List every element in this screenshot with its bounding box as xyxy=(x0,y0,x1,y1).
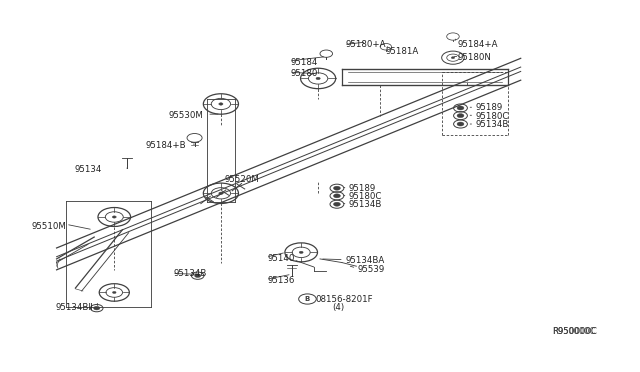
Text: B: B xyxy=(305,296,310,302)
Circle shape xyxy=(333,202,340,206)
Text: 08156-8201F: 08156-8201F xyxy=(315,295,372,304)
Text: 95180N: 95180N xyxy=(458,53,492,62)
Circle shape xyxy=(457,106,464,110)
Circle shape xyxy=(316,77,320,80)
Text: 95184: 95184 xyxy=(291,58,318,67)
Text: 95134B: 95134B xyxy=(349,200,382,209)
Circle shape xyxy=(451,57,454,59)
Circle shape xyxy=(113,216,116,218)
Text: 95134BA: 95134BA xyxy=(345,256,385,265)
Text: 95510M: 95510M xyxy=(31,222,67,231)
Circle shape xyxy=(333,186,340,190)
Circle shape xyxy=(93,306,100,310)
Text: 95134BⅡ: 95134BⅡ xyxy=(55,302,93,311)
Text: 95134: 95134 xyxy=(74,165,102,174)
Text: 95181A: 95181A xyxy=(386,47,419,56)
Circle shape xyxy=(333,194,340,198)
Circle shape xyxy=(300,251,303,253)
Text: 95180: 95180 xyxy=(291,69,318,78)
Text: 95184+B: 95184+B xyxy=(146,141,186,150)
Text: 95134B: 95134B xyxy=(173,269,207,278)
Text: 95180C: 95180C xyxy=(349,192,382,201)
Text: 95189: 95189 xyxy=(476,103,503,112)
Circle shape xyxy=(219,192,223,195)
Text: 95530M: 95530M xyxy=(168,111,203,120)
Text: 95520M: 95520M xyxy=(225,175,260,184)
Text: 95189: 95189 xyxy=(349,184,376,193)
Text: 95180C: 95180C xyxy=(476,112,509,121)
Text: 95140: 95140 xyxy=(268,254,294,263)
Circle shape xyxy=(195,274,201,278)
Circle shape xyxy=(113,291,116,294)
Circle shape xyxy=(457,113,464,118)
Text: 95134B: 95134B xyxy=(476,120,509,129)
Text: 95539: 95539 xyxy=(358,264,385,274)
Text: R950000C: R950000C xyxy=(552,327,597,336)
Text: (4): (4) xyxy=(333,303,345,312)
Circle shape xyxy=(457,122,464,126)
Text: 95136: 95136 xyxy=(268,276,294,285)
Text: R950000C: R950000C xyxy=(552,327,595,336)
Text: 95180+A: 95180+A xyxy=(345,40,385,49)
Circle shape xyxy=(219,103,223,105)
Text: 95184+A: 95184+A xyxy=(458,40,499,49)
